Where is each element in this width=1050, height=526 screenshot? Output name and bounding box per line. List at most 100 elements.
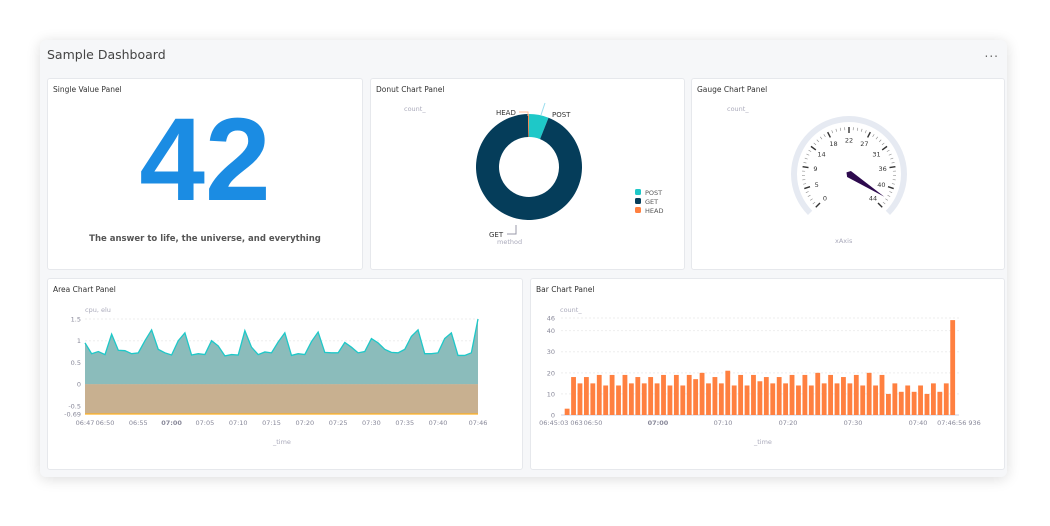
gauge-tick (878, 139, 882, 143)
y-tick-label: 0.5 (71, 359, 81, 367)
gauge-tick-label: 31 (872, 151, 880, 159)
y-tick-label: 0 (551, 412, 555, 420)
single-value-caption: The answer to life, the universe, and ev… (89, 234, 321, 244)
gauge-tick-label: 36 (878, 165, 886, 173)
gauge-tick-label: 0 (823, 195, 827, 203)
panel-title: Area Chart Panel (53, 285, 116, 294)
x-tick-label: 07:10 (229, 419, 248, 427)
gauge-tick (864, 130, 867, 134)
gauge-tick (835, 128, 838, 132)
legend-item: HEAD (645, 207, 663, 215)
x-axis-label: xAxis (835, 237, 853, 245)
panel-title: Bar Chart Panel (536, 285, 595, 294)
bar (648, 377, 654, 415)
y-tick-label: 1.5 (71, 316, 81, 324)
bar (757, 381, 763, 415)
y-axis-label: cpu, elu (85, 306, 111, 314)
gauge-tick (872, 134, 875, 138)
donut-slice-post (529, 114, 549, 140)
gauge-tick-label: 9 (813, 165, 817, 173)
bar (911, 391, 917, 415)
gauge-tick (881, 145, 888, 151)
y-tick-label: 0 (77, 381, 81, 389)
bar (731, 385, 737, 415)
gauge-tick (831, 130, 834, 134)
bar (628, 383, 634, 415)
gauge-tick (860, 128, 863, 132)
y-tick-label: 46 (547, 315, 555, 323)
bar (680, 385, 686, 415)
bar (847, 383, 853, 415)
gauge-tick (803, 183, 807, 185)
gauge-tick-label: 18 (829, 140, 837, 148)
gauge-tick (875, 136, 879, 140)
gauge-tick (804, 157, 808, 160)
bar (571, 377, 576, 415)
legend-item: GET (645, 198, 658, 206)
gauge-tick-label: 5 (815, 181, 819, 189)
bar (564, 408, 570, 415)
slice-label: HEAD (496, 109, 516, 117)
bar (873, 385, 878, 415)
gauge-band (791, 116, 907, 216)
gauge-tick (810, 145, 817, 151)
more-options-button[interactable]: ... (984, 46, 999, 60)
gauge-tick (891, 162, 895, 164)
gauge-tick-label: 27 (860, 140, 868, 148)
x-tick-label: 07:05 (196, 419, 215, 427)
x-tick-label: 07:00 (648, 419, 669, 427)
gauge-tick-label: 40 (877, 181, 885, 189)
gauge-tick (881, 142, 885, 146)
panel-title: Donut Chart Panel (376, 85, 445, 94)
x-tick-label: 07:46:56 936 (937, 419, 981, 427)
area-elu (85, 384, 478, 414)
bar (577, 383, 583, 415)
legend-swatch (635, 189, 641, 195)
single-value-panel: Single Value Panel 42 The answer to life… (47, 78, 363, 270)
y-tick-label: 30 (547, 348, 555, 356)
x-tick-label: 07:30 (362, 419, 381, 427)
gauge-tick (803, 162, 807, 164)
x-tick-label: 07:40 (909, 419, 928, 427)
gauge-tick (806, 153, 810, 156)
bar (918, 385, 923, 415)
bar (622, 374, 628, 415)
bar (950, 320, 956, 415)
bar (641, 383, 647, 415)
legend-swatch (635, 207, 641, 213)
bar (892, 383, 898, 415)
legend-item: POST (645, 189, 662, 197)
bar (751, 374, 756, 415)
bar (673, 374, 679, 415)
x-tick-label: 07:35 (395, 419, 414, 427)
x-tick-label: 07:25 (329, 419, 348, 427)
gauge-tick (890, 157, 894, 160)
area-chart-panel: Area Chart Panel cpu, elu _time 1.5 1 0.5 0… (47, 278, 523, 470)
gauge-tick (823, 134, 826, 138)
bar (796, 385, 801, 415)
bar (686, 374, 692, 415)
gauge-tick (813, 142, 817, 146)
x-tick-label: 07:10 (714, 419, 733, 427)
leader-line (540, 102, 546, 116)
bar (744, 385, 750, 415)
bar (808, 385, 814, 415)
gauge-tick (887, 186, 894, 190)
bar (930, 383, 936, 415)
gauge-tick (807, 194, 811, 197)
bar (828, 374, 834, 415)
y-axis-label: count_ (404, 105, 426, 113)
gauge-tick-label: 22 (845, 137, 853, 145)
gauge-tick (802, 165, 809, 169)
bar (718, 383, 724, 415)
bar (821, 383, 827, 415)
bar (789, 374, 795, 415)
x-tick-label: 07:46 (469, 419, 488, 427)
gauge-tick (886, 149, 890, 152)
bar (596, 374, 602, 415)
bar-chart: count_ _time 0 10 20 30 40 46 06:45:03 063 06:5… (539, 306, 981, 446)
x-axis-label: method (497, 238, 522, 246)
y-axis-label: count_ (727, 105, 749, 113)
gauge-tick (888, 153, 892, 156)
